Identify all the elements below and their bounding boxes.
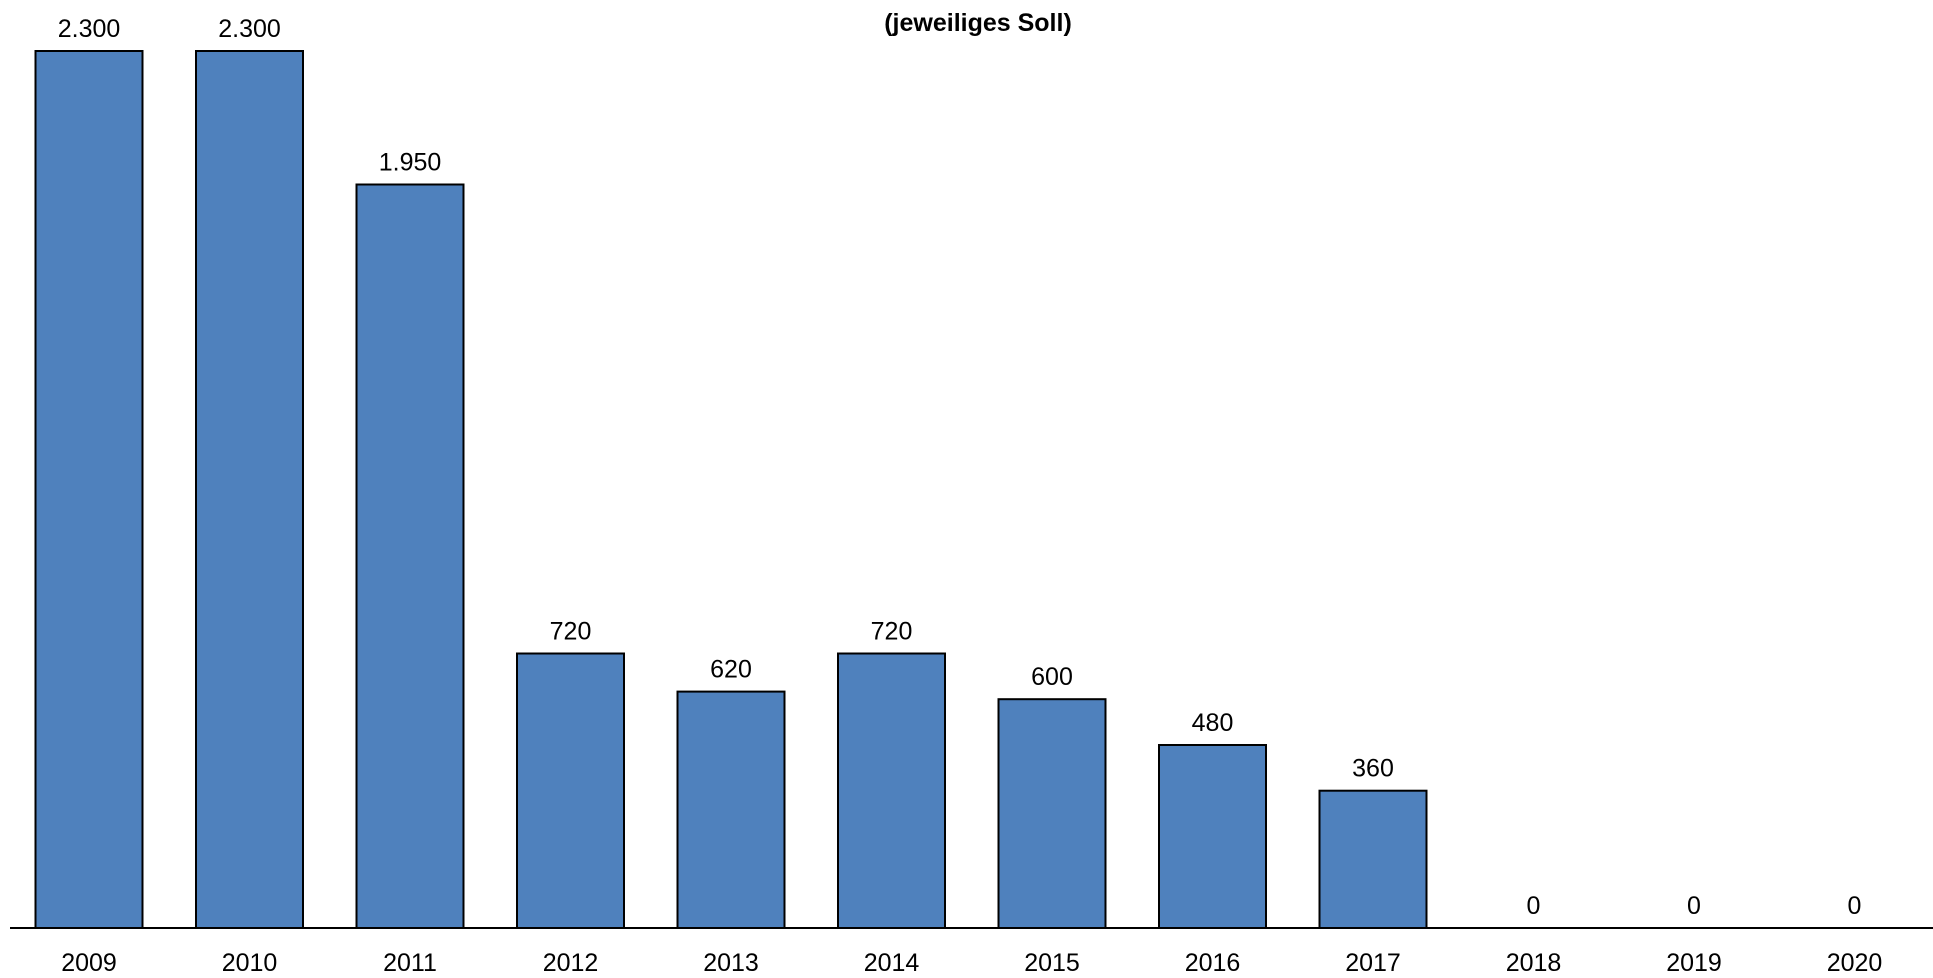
data-label-2009: 2.300 <box>58 15 121 43</box>
chart-title: (jeweiliges Soll) <box>884 9 1072 37</box>
data-label-2014: 720 <box>871 618 913 646</box>
x-tick-label-2009: 2009 <box>61 949 117 977</box>
bar-2013 <box>676 690 786 929</box>
bar-2016 <box>1158 744 1267 929</box>
data-label-2013: 620 <box>710 656 752 684</box>
x-tick-labels-group: 2009 2010 2011 2012 2013 2014 2015 2016 2017 2018… <box>61 949 1882 977</box>
value-labels-group: 2.300 2.300 1.950 720 620 720 600 480 360 0 0 0 <box>58 15 1862 920</box>
data-label-2017: 360 <box>1352 755 1394 783</box>
x-tick-label-2012: 2012 <box>543 949 599 977</box>
bar-2011 <box>355 183 465 929</box>
bars-group <box>34 50 1428 930</box>
data-label-2019: 0 <box>1687 892 1701 920</box>
x-tick-label-2017: 2017 <box>1345 949 1401 977</box>
bar-2012 <box>516 652 625 929</box>
data-label-2015: 600 <box>1031 663 1073 691</box>
x-tick-label-2011: 2011 <box>383 949 437 977</box>
data-label-2011: 1.950 <box>379 149 442 177</box>
x-tick-label-2020: 2020 <box>1827 949 1883 977</box>
x-tick-label-2010: 2010 <box>222 949 278 977</box>
data-label-2020: 0 <box>1848 892 1862 920</box>
x-tick-label-2015: 2015 <box>1024 949 1080 977</box>
data-label-2010: 2.300 <box>218 15 281 43</box>
bar-2017 <box>1318 789 1428 930</box>
bar-2010 <box>195 50 304 929</box>
data-label-2016: 480 <box>1192 709 1234 737</box>
x-tick-label-2014: 2014 <box>864 949 920 977</box>
x-tick-label-2019: 2019 <box>1666 949 1722 977</box>
x-tick-label-2016: 2016 <box>1185 949 1241 977</box>
bar-2015 <box>997 698 1107 930</box>
data-label-2018: 0 <box>1527 892 1541 920</box>
x-tick-label-2018: 2018 <box>1506 949 1562 977</box>
x-tick-label-2013: 2013 <box>703 949 759 977</box>
data-label-2012: 720 <box>550 618 592 646</box>
bar-2009 <box>34 50 144 929</box>
bar-2014 <box>837 652 946 929</box>
